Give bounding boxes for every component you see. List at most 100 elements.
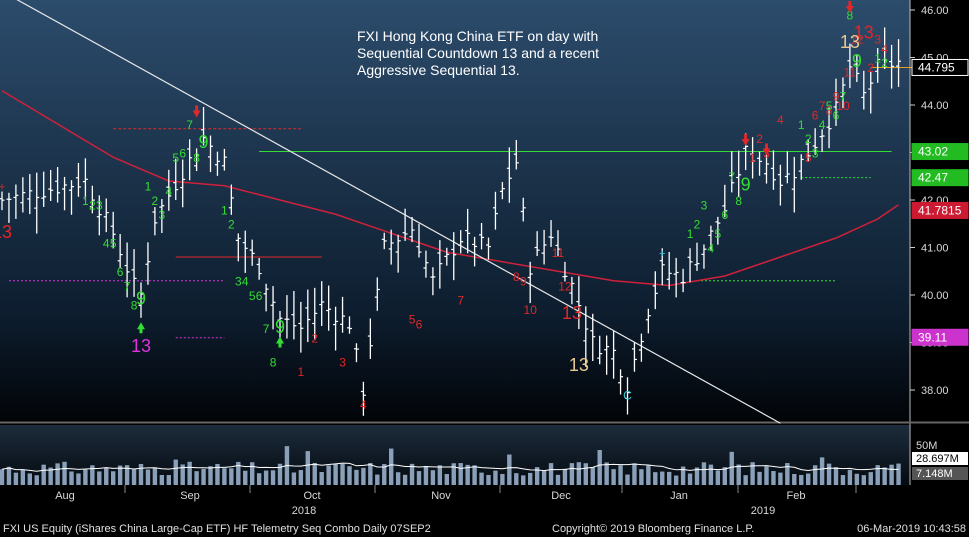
seq-count-label: 9 [136, 289, 146, 309]
seq-count-label: 12 [850, 32, 864, 46]
seq-count-label: 6 [416, 317, 423, 331]
volume-bar [117, 465, 123, 485]
volume-bar [785, 463, 790, 485]
volume-bar [680, 466, 686, 485]
seq-count-label: 2 [756, 132, 763, 146]
price-tag-label: 43.02 [918, 145, 948, 159]
volume-bar [806, 473, 811, 485]
price-tag-label: 44.795 [918, 60, 955, 74]
volume-bar [868, 472, 873, 485]
x-axis-month-label: Sep [180, 490, 200, 502]
seq-count-label: 2 [152, 194, 159, 208]
seq-count-label: 3 [159, 208, 166, 222]
price-tag-box [911, 58, 969, 76]
volume-bar [840, 475, 846, 485]
volume-bar [90, 465, 95, 485]
volume-bar [576, 462, 582, 485]
x-axis-month-label: Jan [670, 490, 688, 502]
volume-bar [437, 465, 443, 485]
volume-bar [27, 473, 32, 485]
seq-count-label: 2 [228, 218, 235, 232]
volume-bar [375, 474, 380, 485]
volume-bar [201, 468, 206, 485]
volume-bar [812, 465, 818, 485]
seq-count-label: 11 [844, 66, 857, 80]
volume-bar [625, 474, 630, 485]
seq-count-label: 4 [881, 42, 888, 56]
volume-bar [194, 471, 199, 485]
volume-bar [34, 475, 39, 485]
volume-bar [653, 472, 658, 485]
volume-bar [514, 473, 519, 485]
price-panel-bg [0, 0, 910, 420]
volume-bar [771, 471, 776, 485]
volume-bar [270, 470, 276, 485]
seq-count-label: 1 [221, 203, 228, 217]
seq-count-label: 4 [819, 118, 826, 132]
seq-count-label: 11 [552, 246, 565, 260]
volume-bar [882, 467, 887, 485]
volume-bar [326, 465, 331, 485]
seq-count-label: 3 [96, 199, 103, 213]
volume-bar [792, 474, 797, 485]
volume-bar [507, 454, 512, 485]
volume-bar [41, 464, 46, 485]
volume-bar [173, 459, 178, 485]
volume-bar [562, 468, 568, 485]
volume-bar [305, 451, 310, 485]
sell-arrow-icon [192, 105, 201, 118]
seq-count-label: 13 [569, 355, 589, 375]
volume-bar [750, 462, 755, 485]
volume-bar [138, 463, 144, 485]
price-tag-label: 42.47 [918, 171, 948, 185]
volume-bar [62, 461, 67, 485]
volume-bar [319, 472, 324, 485]
volume-bar [312, 462, 317, 485]
down-trendline [16, 0, 781, 424]
seq-count-label: 7 [840, 89, 847, 103]
buy-arrow-icon [276, 336, 284, 348]
y-axis-tick-label: 46.00 [921, 5, 949, 17]
volume-bar [534, 467, 540, 485]
volume-bar [493, 470, 498, 485]
seq-count-label: 1 [687, 227, 694, 241]
seq-count-label: 13 [854, 23, 874, 43]
seq-count-label: 5 [409, 313, 416, 327]
seq-count-label: 1 [874, 51, 881, 65]
volume-bar [722, 467, 727, 485]
volume-bar [889, 464, 894, 485]
volume-bar [548, 463, 554, 485]
volume-bar [854, 473, 860, 485]
seq-count-label: 3 [701, 199, 708, 213]
volume-bar [743, 475, 748, 485]
seq-count-label: 1 [798, 118, 805, 132]
volume-bar [590, 467, 595, 485]
volume-bar [368, 463, 373, 485]
volume-bar [215, 463, 220, 485]
volume-bar [222, 468, 227, 485]
seq-count-label: 7 [263, 322, 270, 336]
seq-count-label: 8 [131, 298, 138, 312]
seq-count-label: 9 [199, 132, 209, 152]
volume-bar [6, 466, 12, 485]
seq-count-label: 13 [562, 303, 582, 323]
seq-count-label: 8 [735, 194, 742, 208]
y-axis-tick-label: 38.00 [921, 385, 949, 397]
footer-bg [0, 519, 969, 537]
volume-bar [180, 464, 185, 485]
volume-bar [472, 465, 477, 485]
volume-bar [673, 475, 679, 485]
volume-bar [632, 463, 637, 485]
seq-count-label: 12 [558, 279, 572, 293]
volume-bar [389, 448, 394, 485]
footer-left-text: FXI US Equity (iShares China Large-Cap E… [3, 523, 431, 535]
seq-count-label: 9 [852, 51, 862, 71]
volume-bar [597, 449, 602, 485]
seq-count-label: 2 [867, 61, 874, 75]
marker-plus-icon: + [0, 182, 5, 194]
seq-count-label: 4 [360, 398, 367, 412]
seq-count-label: 7 [124, 279, 131, 293]
volume-bar [152, 468, 158, 485]
